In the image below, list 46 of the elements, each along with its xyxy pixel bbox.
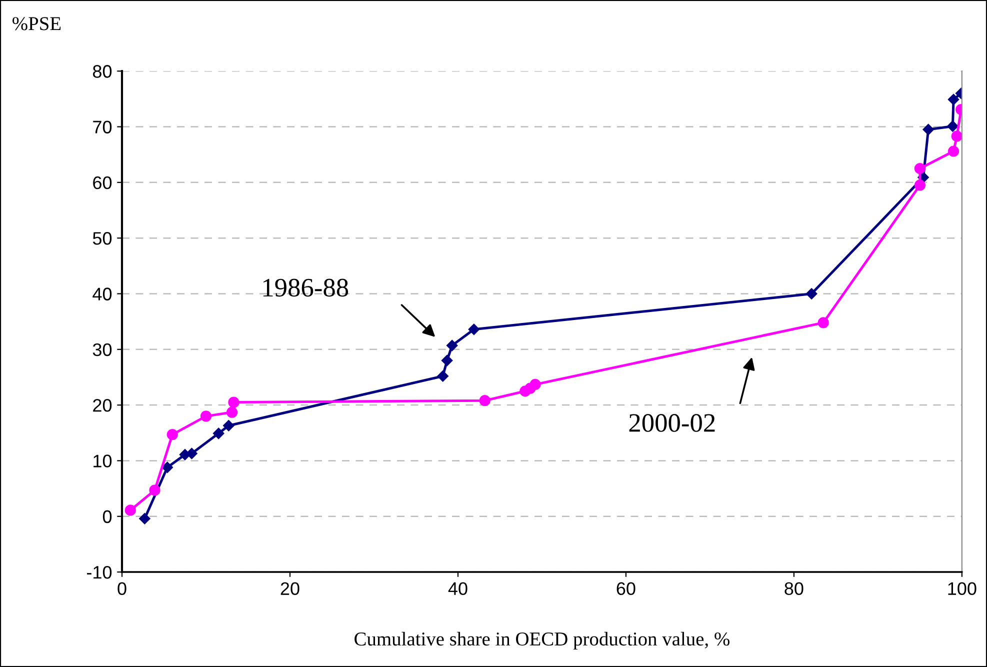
y-tick-label: 30 — [92, 343, 112, 356]
point — [166, 428, 178, 440]
y-tick-label: 80 — [92, 65, 112, 78]
y-tick-label: -10 — [86, 566, 112, 579]
point — [914, 180, 926, 191]
point — [806, 288, 818, 300]
y-tick-label: 10 — [94, 454, 112, 468]
point — [948, 94, 960, 106]
point — [818, 317, 829, 328]
point — [948, 146, 960, 157]
x-tick-label: 80 — [784, 582, 804, 596]
point — [124, 504, 136, 516]
point — [149, 484, 160, 496]
point — [226, 406, 238, 418]
point — [162, 462, 173, 473]
x-tick-label: 100 — [948, 582, 976, 596]
point — [228, 396, 240, 408]
point — [441, 354, 453, 366]
annotation: 1986-88 — [263, 278, 348, 297]
point — [200, 410, 212, 422]
point — [479, 395, 490, 406]
x-tick-label: 40 — [448, 582, 468, 596]
point — [530, 378, 541, 390]
point — [468, 324, 480, 335]
y-tick-label: 60 — [93, 176, 112, 190]
point — [951, 130, 962, 142]
point — [922, 124, 934, 136]
x-tick-label: 0 — [118, 582, 126, 596]
point — [139, 512, 150, 524]
point — [186, 448, 198, 460]
annotation: 2000-02 — [629, 414, 715, 432]
point — [223, 420, 234, 432]
y-tick-label: 20 — [93, 398, 112, 412]
point — [212, 428, 224, 440]
x-tick-label: 20 — [280, 582, 300, 596]
y-tick-label: 70 — [93, 120, 112, 134]
point — [947, 120, 958, 132]
y-tick-label: 50 — [92, 232, 112, 245]
y-tick-label: 40 — [92, 288, 112, 300]
y-axis-title: %PSE — [12, 17, 61, 30]
point — [437, 370, 448, 382]
x-tick-label: 60 — [616, 582, 636, 596]
point — [914, 162, 926, 174]
x-axis-title: Cumulative share in OECD production value, % — [354, 632, 730, 650]
point — [446, 340, 458, 352]
y-tick-label: 0 — [102, 510, 112, 524]
